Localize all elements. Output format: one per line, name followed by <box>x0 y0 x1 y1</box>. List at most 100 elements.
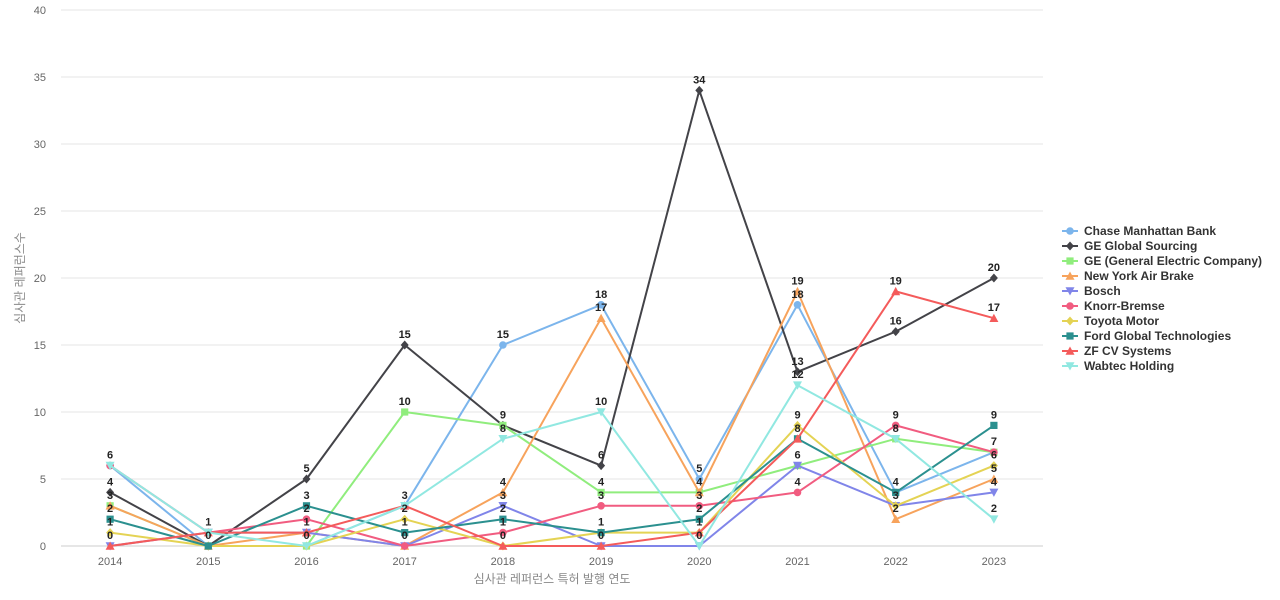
data-point[interactable] <box>695 515 703 523</box>
data-point[interactable] <box>891 286 901 296</box>
data-point[interactable] <box>990 421 998 429</box>
data-point[interactable] <box>989 461 998 471</box>
legend-item[interactable]: GE Global Sourcing <box>1062 239 1197 253</box>
data-point[interactable] <box>499 515 507 523</box>
series-line[interactable] <box>109 89 995 547</box>
data-label: 5 <box>991 463 997 475</box>
data-point[interactable] <box>596 313 606 322</box>
data-point[interactable] <box>793 434 802 443</box>
data-point[interactable] <box>793 488 802 497</box>
data-point[interactable] <box>204 542 212 550</box>
series-line[interactable] <box>109 424 995 547</box>
data-label: 15 <box>497 329 509 341</box>
data-point[interactable] <box>499 528 507 537</box>
data-point[interactable] <box>694 487 704 497</box>
data-label: 34 <box>693 74 706 86</box>
data-point[interactable] <box>302 502 311 510</box>
data-point[interactable] <box>302 528 311 537</box>
data-point[interactable] <box>105 501 115 510</box>
series-7 <box>106 421 998 550</box>
legend-label: Wabtec Holding <box>1084 359 1174 373</box>
data-point[interactable] <box>793 286 802 296</box>
data-point[interactable] <box>694 528 704 537</box>
data-point[interactable] <box>499 421 507 429</box>
data-label: 6 <box>598 450 604 462</box>
data-point[interactable] <box>400 514 409 524</box>
data-point[interactable] <box>106 528 115 538</box>
data-point[interactable] <box>596 541 606 550</box>
data-point[interactable] <box>401 408 409 416</box>
data-point[interactable] <box>793 461 802 471</box>
data-point[interactable] <box>891 435 901 444</box>
data-point[interactable] <box>793 381 802 390</box>
series-8 <box>105 286 999 550</box>
legend-item[interactable]: Wabtec Holding <box>1062 359 1174 373</box>
data-labels: 6432101053210151032101598432101817106431… <box>107 74 1000 542</box>
data-point[interactable] <box>891 514 901 523</box>
data-point[interactable] <box>695 502 704 510</box>
data-label: 5 <box>696 463 702 475</box>
legend-item[interactable]: Toyota Motor <box>1062 314 1159 328</box>
data-point[interactable] <box>694 542 704 551</box>
y-tick-label: 25 <box>34 206 46 218</box>
data-label: 8 <box>794 423 800 435</box>
legend-item[interactable]: ZF CV Systems <box>1062 344 1172 358</box>
data-label: 9 <box>991 409 997 421</box>
data-point[interactable] <box>989 515 999 524</box>
legend-item[interactable]: GE (General Electric Company) <box>1062 254 1262 268</box>
data-point[interactable] <box>989 273 998 283</box>
data-point[interactable] <box>989 313 999 322</box>
data-point[interactable] <box>597 488 605 496</box>
data-label: 8 <box>893 423 899 435</box>
legend-item[interactable]: New York Air Brake <box>1062 269 1194 283</box>
legend-item[interactable]: Chase Manhattan Bank <box>1062 224 1216 238</box>
data-point[interactable] <box>597 461 606 471</box>
data-label: 1 <box>107 517 113 529</box>
data-point[interactable] <box>498 541 508 550</box>
data-point[interactable] <box>400 340 409 350</box>
data-point[interactable] <box>498 502 508 511</box>
series-line[interactable] <box>109 290 995 547</box>
legend-item[interactable]: Ford Global Technologies <box>1062 329 1231 343</box>
data-point[interactable] <box>695 85 704 95</box>
data-point[interactable] <box>793 420 802 430</box>
data-point[interactable] <box>302 515 311 523</box>
data-point[interactable] <box>990 448 998 457</box>
legend-item[interactable]: Knorr-Bremse <box>1062 299 1165 313</box>
data-point[interactable] <box>498 435 508 444</box>
data-point[interactable] <box>989 474 999 483</box>
data-point[interactable] <box>597 502 605 510</box>
data-point[interactable] <box>695 475 704 483</box>
data-point[interactable] <box>105 541 115 550</box>
data-point[interactable] <box>401 529 409 537</box>
series-line[interactable] <box>109 384 995 547</box>
data-point[interactable] <box>106 515 114 523</box>
legend-item[interactable]: Bosch <box>1062 284 1121 298</box>
data-point[interactable] <box>302 542 311 551</box>
legend-marker-icon <box>1066 316 1074 326</box>
data-point[interactable] <box>203 528 213 538</box>
y-tick-label: 15 <box>34 340 46 352</box>
data-point[interactable] <box>891 501 900 511</box>
data-point[interactable] <box>596 408 606 417</box>
data-label: 6 <box>794 450 800 462</box>
data-point[interactable] <box>400 542 409 550</box>
data-point[interactable] <box>106 487 115 497</box>
data-label: 0 <box>696 530 702 542</box>
data-point[interactable] <box>891 421 900 430</box>
data-point[interactable] <box>989 488 999 497</box>
data-point[interactable] <box>597 301 605 309</box>
data-point[interactable] <box>597 529 605 537</box>
series-line[interactable] <box>109 424 995 547</box>
data-point[interactable] <box>105 461 115 471</box>
data-point[interactable] <box>793 301 802 309</box>
data-point[interactable] <box>400 502 410 511</box>
data-point[interactable] <box>891 327 900 337</box>
data-point[interactable] <box>499 341 507 349</box>
data-point[interactable] <box>793 367 802 377</box>
data-point[interactable] <box>302 474 311 484</box>
data-point[interactable] <box>892 488 900 496</box>
series-line[interactable] <box>109 290 995 547</box>
data-point[interactable] <box>498 487 508 497</box>
